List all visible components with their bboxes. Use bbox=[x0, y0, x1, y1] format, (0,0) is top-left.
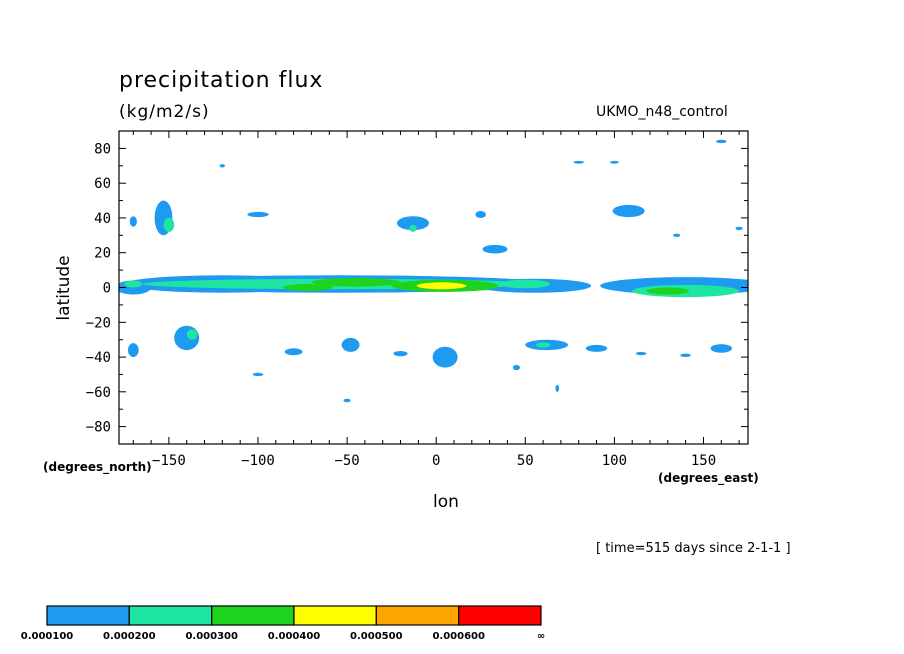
contour-region-level-0 bbox=[343, 398, 351, 403]
y-tick-label: 0 bbox=[103, 281, 111, 297]
x-tick-label: 100 bbox=[602, 453, 627, 469]
dataset-label: UKMO_n48_control bbox=[596, 104, 728, 120]
contour-region-level-2 bbox=[283, 284, 333, 291]
axis-tick-labels: −150 −100 −50 0 50 100 150 80 60 40 20 0 −20 −40 −60 −8… bbox=[86, 141, 716, 469]
contour-region-level-0 bbox=[432, 346, 458, 368]
y-tick-label: −80 bbox=[86, 420, 111, 436]
colorbar-swatch bbox=[293, 605, 377, 626]
y-tick-label: 60 bbox=[94, 176, 111, 192]
colorbar-swatch bbox=[211, 605, 295, 626]
colorbar-label: 0.000600 bbox=[432, 631, 485, 642]
colorbar-swatch bbox=[46, 605, 130, 626]
contour-fills bbox=[119, 139, 748, 403]
y-tick-label: −20 bbox=[86, 315, 111, 331]
contour-region-level-1 bbox=[124, 280, 143, 288]
x-tick-label: −100 bbox=[241, 453, 275, 469]
chart-units: (kg/m2/s) bbox=[119, 102, 210, 122]
contour-region-level-2 bbox=[646, 287, 690, 295]
contour-region-level-0 bbox=[128, 343, 139, 358]
contour-region-level-0 bbox=[735, 226, 743, 231]
colorbar-label: 0.000300 bbox=[185, 631, 238, 642]
colorbar-label: 0.000400 bbox=[268, 631, 321, 642]
contour-region-level-0 bbox=[219, 164, 225, 168]
time-annotation: [ time=515 days since 2-1-1 ] bbox=[596, 541, 791, 556]
contour-region-level-0 bbox=[555, 384, 560, 392]
contour-region-level-0 bbox=[609, 160, 619, 164]
colorbar-label: ∞ bbox=[537, 631, 545, 642]
contour-region-level-1 bbox=[536, 342, 551, 348]
contour-region-level-1 bbox=[163, 217, 175, 232]
contour-region-level-0 bbox=[341, 337, 360, 352]
contour-region-level-0 bbox=[680, 353, 691, 357]
contour-region-level-1 bbox=[409, 224, 417, 232]
contour-region-level-0 bbox=[612, 204, 645, 218]
x-axis-units: (degrees_east) bbox=[658, 471, 759, 485]
contour-region-level-0 bbox=[585, 344, 608, 352]
y-tick-label: −40 bbox=[86, 350, 111, 366]
contour-region-level-0 bbox=[716, 139, 727, 144]
contour-region-level-0 bbox=[393, 351, 408, 357]
colorbar-swatch bbox=[128, 605, 213, 626]
colorbar-label: 0.000200 bbox=[103, 631, 156, 642]
contour-region-level-0 bbox=[397, 216, 429, 231]
y-tick-label: 80 bbox=[94, 141, 111, 157]
colorbar: 0.000100 0.000200 0.000300 0.000400 0.000500… bbox=[21, 605, 545, 642]
contour-region-level-0 bbox=[475, 211, 487, 218]
x-tick-label: −50 bbox=[334, 453, 359, 469]
y-tick-label: −60 bbox=[86, 385, 111, 401]
contour-region-level-0 bbox=[129, 216, 137, 227]
contour-region-level-0 bbox=[247, 211, 269, 218]
y-tick-label: 20 bbox=[94, 246, 111, 262]
x-tick-label: 50 bbox=[517, 453, 534, 469]
contour-region-level-2 bbox=[311, 278, 401, 287]
contour-region-level-0 bbox=[284, 348, 303, 356]
y-tick-label: 40 bbox=[94, 211, 111, 227]
contour-region-level-1 bbox=[186, 329, 198, 340]
colorbar-label: 0.000500 bbox=[350, 631, 403, 642]
contour-region-level-3 bbox=[416, 282, 467, 290]
axis-ticks bbox=[119, 130, 748, 445]
x-tick-label: −150 bbox=[152, 453, 186, 469]
contour-region-level-0 bbox=[673, 233, 681, 237]
contour-region-level-1 bbox=[500, 279, 551, 289]
y-axis-units: (degrees_north) bbox=[43, 460, 152, 474]
colorbar-swatch bbox=[458, 605, 542, 626]
contour-region-level-0 bbox=[573, 160, 584, 164]
chart-title: precipitation flux bbox=[119, 68, 324, 93]
x-tick-label: 150 bbox=[691, 453, 716, 469]
contour-region-level-0 bbox=[252, 372, 264, 377]
x-axis-label: lon bbox=[433, 492, 459, 512]
x-tick-label: 0 bbox=[432, 453, 440, 469]
contour-region-level-0 bbox=[482, 244, 508, 254]
y-axis-label: latitude bbox=[54, 255, 74, 321]
contour-region-level-0 bbox=[635, 351, 647, 356]
colorbar-label: 0.000100 bbox=[21, 631, 74, 642]
contour-region-level-0 bbox=[512, 364, 521, 371]
colorbar-swatch bbox=[375, 605, 460, 626]
contour-region-level-0 bbox=[710, 344, 732, 353]
